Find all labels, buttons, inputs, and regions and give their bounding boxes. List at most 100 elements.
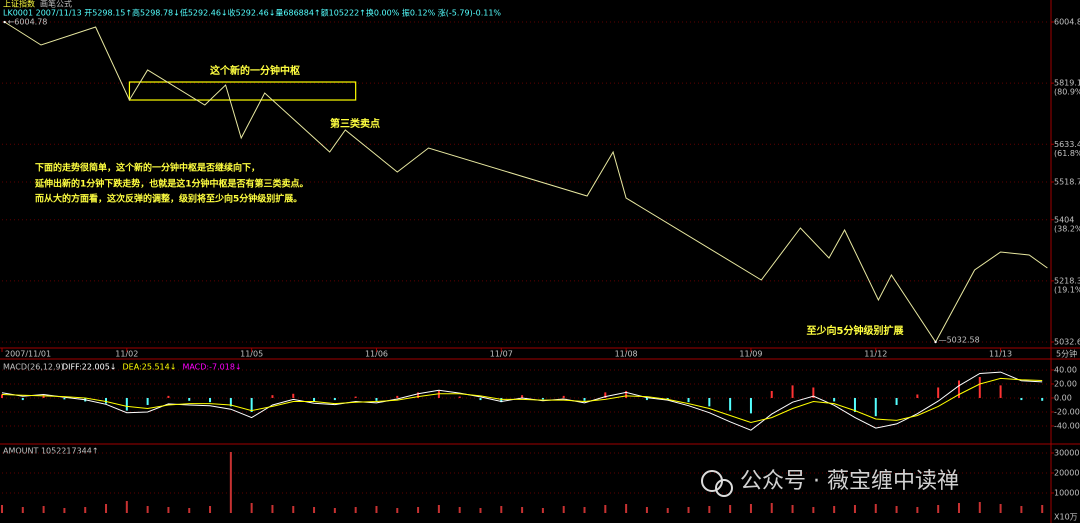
amount-bar [978,502,981,513]
amount-bar [63,508,66,513]
amount-unit: X10万 [1054,513,1078,522]
macd-bar [1041,397,1044,401]
x-tick-label: 11/06 [365,350,388,359]
macd-bar [417,392,420,398]
amount-bar [209,506,212,513]
x-tick-label: 11/09 [739,350,762,359]
amount-bar [729,505,732,513]
amount-bar [437,505,440,513]
annotation: 第三类卖点 [330,117,380,130]
price-stroke-line [4,21,1048,343]
readout: DEA:25.514↓ [123,363,177,372]
amount-bar [916,507,919,513]
amount-bar [708,506,711,513]
amount-bar [271,505,274,513]
amount-bar [1041,505,1044,513]
macd-bar [313,397,316,402]
macd-bar [874,397,877,417]
macd-bar [396,395,399,398]
fib-label: (61.8%) [1054,149,1080,158]
amount-bar [562,506,565,513]
amount-bar [479,508,482,513]
amount-bar [853,505,856,513]
amount-bar [604,505,607,513]
macd-bar [833,397,836,402]
fib-label: (38.2%) [1054,224,1080,233]
amount-bar [42,506,45,513]
amount-bar [521,507,524,513]
amount-bar [458,507,461,513]
amount-bar [749,504,752,513]
annotation: 至少向5分钟级别扩展 [807,324,904,337]
macd-bar [292,393,295,398]
amount-bar [895,506,898,513]
extreme-label: —5032.58 [939,336,980,345]
macd-bar [625,390,628,398]
amount-bar [541,508,544,513]
amount-bar [292,506,295,513]
macd-bar [1,394,3,398]
macd-bar [1020,397,1023,401]
x-tick-label: 11/05 [240,350,263,359]
amount-bar [84,507,87,513]
macd-title: MACD(26,12,9) [3,363,64,372]
macd-bar [209,397,212,403]
macd-bar [645,397,648,401]
x-tick-label: 11/02 [115,350,138,359]
extreme-point [3,20,6,24]
macd-bar [167,395,170,398]
y-tick-label: 5819.1 [1054,79,1080,88]
amount-bar [1,505,3,513]
macd-bar [978,376,981,398]
amount-bar [105,504,108,513]
amount-bar [167,507,170,513]
watermark: 公众号 · 薇宝缠中读禅 [701,469,959,497]
y-tick-label: 40.00 [1054,365,1077,374]
y-tick-label: 0.00 [1054,393,1072,402]
amount-bar [500,506,503,513]
y-tick-label: 5518.7 [1054,178,1080,187]
macd-bar [42,395,45,398]
macd-bar [729,397,732,411]
macd-bar [770,390,773,398]
annotation: 这个新的一分钟中枢 [210,64,300,77]
macd-bar [791,385,794,398]
amount-bar [687,507,690,513]
macd-bar [333,397,336,401]
macd-line [1,377,1043,424]
macd-bar [271,395,274,398]
annotation: 延伸出新的1分钟下跌走势，也就是这1分钟中枢是否有第三类卖点。 [34,178,309,190]
amount-bar [833,506,836,513]
amount-bar [666,508,669,513]
amount-bar [645,507,648,513]
fib-label: (80.9%) [1054,88,1080,97]
readout: MACD:-7.018↓ [182,363,241,372]
y-tick-label: -20.00 [1054,407,1080,416]
amount-bar [146,506,149,513]
macd-bar [63,397,66,400]
macd-bar [749,397,752,414]
macd-bar [687,397,690,403]
watermark-icon [715,479,733,497]
macd-bar [562,395,565,398]
x-tick-label: 11/12 [864,350,887,359]
macd-bar [812,387,815,398]
readout: DIFF:22.005↓ [62,363,117,372]
amount-bar [125,501,128,513]
y-tick-label: 300000 [1054,449,1080,458]
formula-name: 画笔公式 [40,0,72,9]
index-name: 上证指数 [3,0,35,9]
macd-bar [541,397,544,400]
y-tick-label: 100000 [1054,489,1080,498]
macd-bar [105,397,108,404]
macd-bar [853,397,856,412]
amount-bar [874,504,877,513]
annotation: 而从大的方面看，这次反弹的调整，级别将至少向5分钟级别扩展。 [35,193,302,205]
macd-bar [229,397,232,407]
macd-bar [916,394,919,398]
y-tick-label: 5404 [1054,215,1074,224]
macd-bar [521,395,524,398]
amount-bar [250,503,253,513]
